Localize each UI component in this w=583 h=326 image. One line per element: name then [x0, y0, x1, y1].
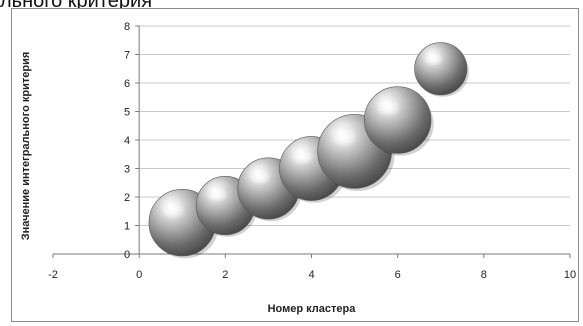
y-tick-label: 8 — [124, 21, 130, 33]
bubble-sphere — [414, 42, 468, 96]
bubble-highlight — [330, 128, 359, 148]
bubble — [414, 42, 470, 97]
chart-frame: 0 1 2 3 4 5 6 7 8 -2 0 2 4 6 8 10 Номер кластера Значен… — [11, 8, 579, 322]
x-tick-label: -2 — [48, 269, 58, 281]
x-tick-label: 2 — [222, 269, 228, 281]
bubble-sphere — [364, 86, 432, 154]
y-tick-label: 4 — [124, 135, 130, 147]
y-tick-label: 5 — [124, 107, 130, 119]
bubble-highlight — [160, 201, 186, 220]
bubble-highlight — [375, 99, 402, 117]
bubbles — [148, 42, 470, 259]
x-tick-label: 0 — [136, 269, 142, 281]
y-tick-label: 6 — [124, 78, 130, 90]
axes — [52, 25, 571, 258]
bubble-highlight — [423, 52, 444, 67]
y-tick-label: 1 — [124, 221, 130, 233]
x-tick-label: 4 — [308, 269, 314, 281]
x-tick-label: 10 — [564, 269, 576, 281]
x-axis-title: Номер кластера — [268, 303, 357, 315]
y-tick-label: 0 — [124, 249, 130, 261]
bubble-highlight — [206, 187, 229, 203]
bubble — [364, 86, 434, 156]
y-tick-label: 3 — [124, 164, 130, 176]
x-tick-label: 6 — [395, 269, 401, 281]
y-tick-label: 7 — [124, 50, 130, 62]
bubble-highlight — [290, 148, 315, 166]
bubble-highlight — [248, 169, 272, 186]
tick-labels: 0 1 2 3 4 5 6 7 8 -2 0 2 4 6 8 10 — [48, 21, 576, 281]
y-tick-label: 2 — [124, 192, 130, 204]
x-tick-label: 8 — [481, 269, 487, 281]
y-axis-title: Значение интегрального критерия — [20, 52, 32, 241]
bubble-chart: 0 1 2 3 4 5 6 7 8 -2 0 2 4 6 8 10 Номер кластера Значен… — [20, 21, 576, 315]
